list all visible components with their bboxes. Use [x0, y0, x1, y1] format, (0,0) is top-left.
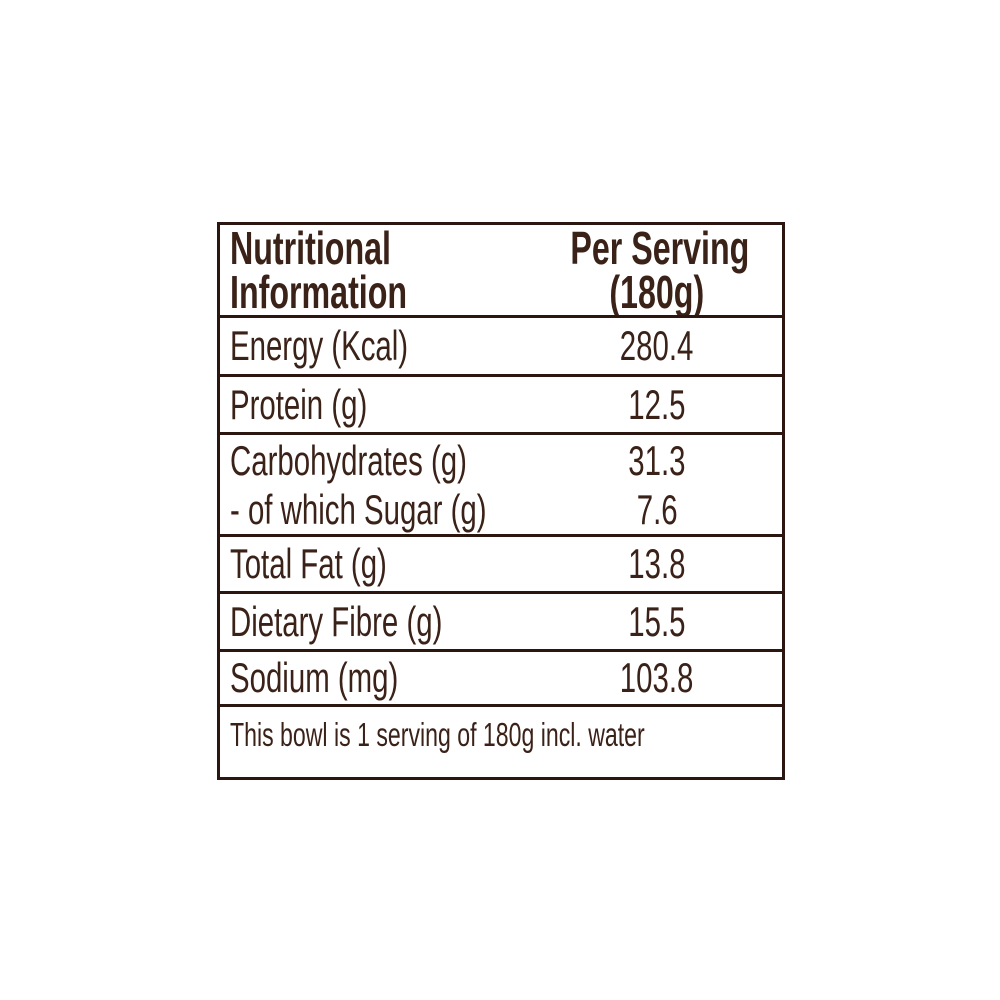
footnote-text: This bowl is 1 serving of 180g incl. wat… — [230, 715, 645, 753]
row-value-sodium: 103.8 — [620, 654, 694, 701]
table-footnote-row: This bowl is 1 serving of 180g incl. wat… — [220, 707, 782, 762]
row-label-sodium: Sodium (mg) — [230, 654, 399, 701]
header-title-line1: Nutritional — [230, 225, 391, 274]
table-row-dietary-fibre: Dietary Fibre (g) 15.5 — [220, 594, 782, 652]
table-row-energy: Energy (Kcal) 280.4 — [220, 318, 782, 377]
row-label-protein: Protein (g) — [230, 380, 368, 428]
row-label-energy: Energy (Kcal) — [230, 322, 409, 369]
table-row-carbohydrates: Carbohydrates (g) - of which Sugar (g) 3… — [220, 435, 782, 537]
table-header-row: Nutritional Information Per Serving (180… — [220, 225, 782, 318]
nutrition-table: Nutritional Information Per Serving (180… — [217, 222, 785, 780]
row-value-energy: 280.4 — [620, 322, 694, 369]
row-label-total-fat: Total Fat (g) — [230, 540, 387, 587]
row-label-carbohydrates: Carbohydrates (g) — [230, 436, 467, 484]
header-nutritional-information: Nutritional Information — [220, 225, 532, 315]
header-title-line2: Information — [230, 266, 408, 315]
row-value-total-fat: 13.8 — [628, 540, 686, 587]
row-label-dietary-fibre: Dietary Fibre (g) — [230, 597, 443, 645]
row-value-sugar: 7.6 — [636, 485, 678, 533]
header-serving-line2: (180g) — [609, 266, 705, 315]
row-value-dietary-fibre: 15.5 — [628, 597, 686, 645]
row-value-carbohydrates: 31.3 — [628, 436, 686, 484]
table-row-sodium: Sodium (mg) 103.8 — [220, 652, 782, 707]
table-row-protein: Protein (g) 12.5 — [220, 377, 782, 435]
header-per-serving: Per Serving (180g) — [532, 225, 782, 315]
header-serving-line1: Per Serving — [570, 225, 750, 274]
row-value-protein: 12.5 — [628, 380, 686, 428]
row-label-sugar: - of which Sugar (g) — [230, 485, 487, 533]
table-row-total-fat: Total Fat (g) 13.8 — [220, 537, 782, 594]
